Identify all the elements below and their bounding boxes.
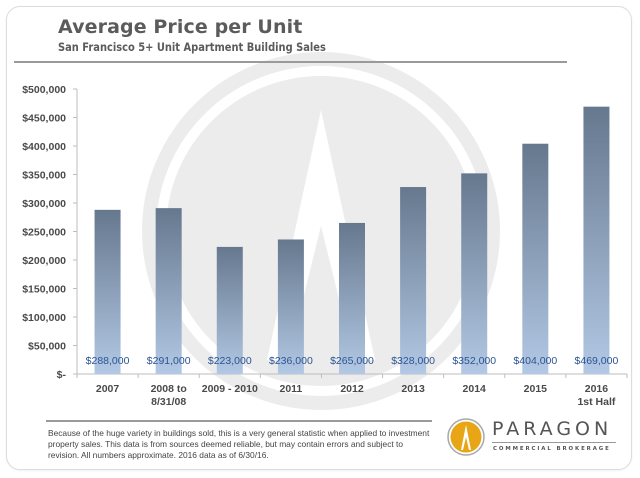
bar <box>339 222 365 374</box>
bar <box>583 106 610 375</box>
brand-tagline: COMMERCIAL BROKERAGE <box>493 446 611 452</box>
header-divider <box>14 61 567 63</box>
data-label: $404,000 <box>513 355 557 367</box>
data-label: $328,000 <box>391 355 435 367</box>
x-tick-label: 2014 <box>463 383 487 395</box>
data-label: $291,000 <box>147 355 191 367</box>
chart-title: Average Price per Unit <box>58 16 303 38</box>
y-tick-label: $500,000 <box>22 84 66 96</box>
brand-name: PARAGON <box>492 418 613 440</box>
y-tick-label: $200,000 <box>22 255 66 267</box>
x-tick-label: 2012 <box>340 383 364 395</box>
y-tick-label: $400,000 <box>22 141 66 153</box>
y-tick-label: $100,000 <box>22 312 66 324</box>
data-label: $223,000 <box>208 355 252 367</box>
brand-underline <box>492 442 616 443</box>
y-tick-label: $250,000 <box>22 227 66 239</box>
y-tick-label: $450,000 <box>22 113 66 125</box>
y-tick-label: $150,000 <box>22 284 66 296</box>
chart-subtitle: San Francisco 5+ Unit Apartment Building… <box>58 40 326 54</box>
x-tick-label: 8/31/08 <box>151 396 186 408</box>
x-tick-label: 1st Half <box>577 396 615 408</box>
data-label: $352,000 <box>452 355 496 367</box>
data-label: $469,000 <box>575 355 619 367</box>
x-tick-label: 2013 <box>401 383 425 395</box>
footer-divider <box>46 420 432 422</box>
x-tick-label: 2015 <box>524 383 548 395</box>
y-tick-label: $- <box>57 369 67 381</box>
y-tick-label: $50,000 <box>28 341 66 353</box>
bar <box>461 173 488 374</box>
x-tick-label: 2011 <box>279 383 302 395</box>
data-label: $265,000 <box>330 355 374 367</box>
x-tick-label: 2007 <box>96 383 120 395</box>
paragon-logo: PARAGON COMMERCIAL BROKERAGE <box>446 417 636 457</box>
paragon-peak-watermark-icon <box>142 52 500 410</box>
data-label: $236,000 <box>269 355 313 367</box>
disclaimer-text: Because of the huge variety in buildings… <box>48 428 430 460</box>
data-label: $288,000 <box>86 355 130 367</box>
bar <box>94 209 121 374</box>
bar <box>155 208 182 374</box>
x-tick-label: 2008 to <box>151 383 187 395</box>
y-tick-label: $300,000 <box>22 198 66 210</box>
bar <box>216 246 243 374</box>
bar <box>277 239 304 374</box>
x-tick-label: 2016 <box>585 383 609 395</box>
x-tick-label: 2009 - 2010 <box>202 383 258 395</box>
chart-frame <box>6 6 632 470</box>
bar <box>400 187 427 374</box>
paragon-peak-logo-icon <box>447 418 485 456</box>
y-tick-label: $350,000 <box>22 170 66 182</box>
bar <box>522 143 549 374</box>
